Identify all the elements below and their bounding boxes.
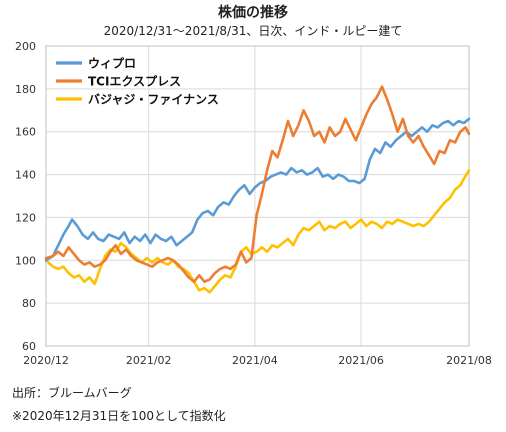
legend-label: バジャジ・ファイナンス (88, 93, 219, 107)
y-tick-label: 60 (22, 340, 36, 353)
x-tick-label: 2021/02 (126, 354, 172, 367)
axes: 60 80 100 120 140 160 180 200 2020/12 2021/02 2021… (15, 40, 492, 367)
legend-label: ウィプロ (88, 56, 136, 71)
index-note: ※2020年12月31日を100として指数化 (12, 409, 226, 423)
series-lines (44, 85, 471, 294)
x-tick-label: 2021/04 (232, 354, 278, 367)
source-note: 出所：ブルームバーグ (12, 386, 132, 400)
y-tick-label: 80 (22, 297, 36, 310)
plot-area-border (45, 45, 470, 347)
y-tick-label: 160 (15, 126, 36, 139)
y-tick-label: 120 (15, 211, 36, 224)
legend-label: TCIエクスプレス (88, 74, 181, 89)
x-tick-label: 2021/06 (338, 354, 384, 367)
y-tick-label: 140 (15, 169, 36, 182)
grid-lines (45, 45, 470, 347)
y-tick-label: 180 (15, 83, 36, 96)
chart-title: 株価の推移 (218, 5, 288, 21)
chart-subtitle: 2020/12/31〜2021/8/31、日次、インド・ルピー建て (103, 24, 403, 38)
y-tick-label: 200 (15, 40, 36, 53)
series-line-0 (44, 117, 471, 262)
x-tick-label: 2020/12 (23, 354, 69, 367)
x-tick-label: 2021/08 (446, 354, 492, 367)
series-line-1 (44, 85, 471, 284)
y-tick-label: 100 (15, 254, 36, 267)
series-line-2 (44, 169, 471, 294)
